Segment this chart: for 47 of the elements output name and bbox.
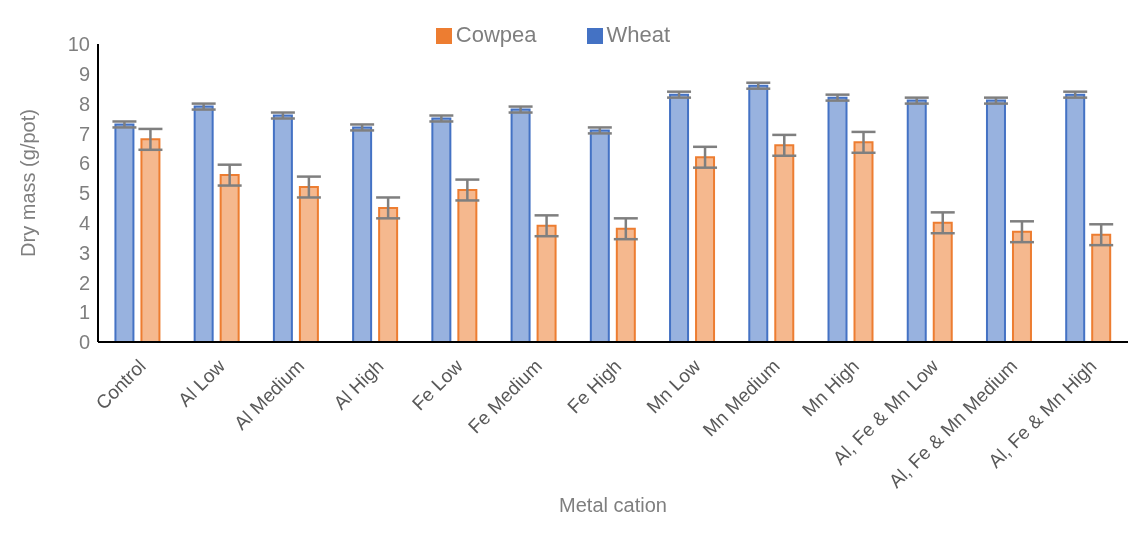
- bar: [510, 108, 531, 342]
- bar: [985, 99, 1006, 342]
- bar: [140, 138, 161, 342]
- y-tick-label: 2: [78, 271, 90, 294]
- y-tick-label: 4: [78, 211, 90, 234]
- bar: [589, 129, 610, 342]
- x-tick-label: Fe Low: [407, 355, 467, 415]
- y-tick-label: 1: [78, 301, 90, 324]
- y-tick-label: 10: [67, 33, 90, 56]
- bar: [853, 141, 874, 342]
- y-tick-label: 8: [78, 92, 90, 115]
- bar: [272, 114, 293, 342]
- bar: [298, 186, 319, 342]
- bar: [748, 84, 769, 342]
- y-tick-label: 0: [78, 331, 90, 354]
- x-axis-title: Metal cation: [559, 494, 667, 516]
- x-tick-label: Al High: [329, 355, 388, 414]
- bar: [1065, 93, 1086, 342]
- bar: [827, 96, 848, 342]
- bar: [615, 227, 636, 342]
- y-tick-label: 6: [78, 152, 90, 175]
- x-tick-label: Mn Low: [642, 355, 705, 418]
- y-tick-label: 5: [78, 182, 90, 205]
- bar: [457, 189, 478, 342]
- bar: [193, 105, 214, 342]
- bar: [695, 156, 716, 342]
- bar: [352, 126, 373, 342]
- y-tick-label: 3: [78, 241, 90, 264]
- y-tick-label: 7: [78, 122, 90, 145]
- bar: [932, 221, 953, 342]
- legend-label: Cowpea: [455, 22, 537, 47]
- bar: [1091, 233, 1112, 342]
- legend-label: Wheat: [606, 22, 671, 47]
- y-tick-label: 9: [78, 62, 90, 85]
- bar: [219, 174, 240, 342]
- bar: [669, 93, 690, 342]
- bar: [536, 224, 557, 342]
- x-tick-label: Fe High: [563, 355, 626, 418]
- x-tick-label: Mn High: [798, 355, 863, 421]
- bar: [114, 123, 135, 342]
- bar: [1011, 230, 1032, 342]
- bar: [774, 144, 795, 342]
- bar: [906, 99, 927, 342]
- x-tick-label: Al Low: [173, 355, 230, 411]
- y-axis-title: Dry mass (g/pot): [17, 109, 40, 257]
- bar: [431, 117, 452, 342]
- bar: [378, 206, 399, 342]
